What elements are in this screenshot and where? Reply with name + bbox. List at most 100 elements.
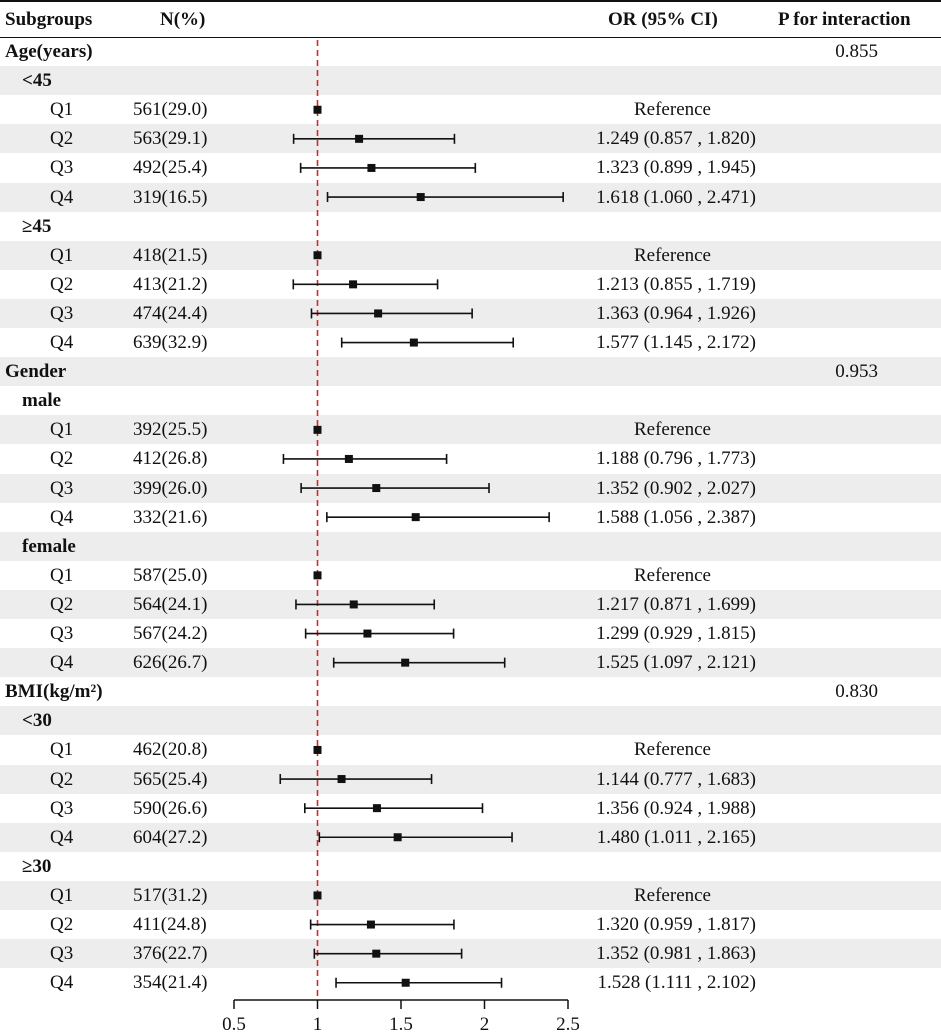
or-point: [372, 484, 381, 493]
row-n-percent: 319(16.5): [133, 186, 208, 208]
row-label: Q3: [50, 797, 74, 819]
row-label: Q2: [50, 273, 74, 295]
row-or-ci: 1.577 (1.145 , 2.172): [596, 332, 756, 353]
row-n-percent: 565(25.4): [133, 768, 208, 790]
table-row: Q3 590(26.6) 1.356 (0.924 , 1.988): [0, 794, 941, 823]
row-or-ci: 1.363 (0.964 , 1.926): [596, 302, 756, 324]
row-label: <30: [22, 710, 52, 732]
table-row: Q4 332(21.6) 1.588 (1.056 , 2.387): [0, 503, 941, 532]
row-or-ci: 1.249 (0.857 , 1.820): [596, 128, 756, 150]
table-header: Subgroups N(%) OR (95% CI) P for interac…: [0, 0, 941, 38]
row-n-percent: 563(29.1): [133, 128, 208, 150]
header-or-ci: OR (95% CI): [608, 9, 718, 30]
row-or-ci: 1.618 (1.060 , 2.471): [596, 186, 756, 208]
table-row: Q1 392(25.5) Reference: [0, 415, 941, 445]
row-n-percent: 564(24.1): [133, 593, 208, 615]
row-or-ci: 1.217 (0.871 , 1.699): [596, 593, 756, 615]
x-tick-label: 2.5: [556, 1014, 580, 1035]
group-row: BMI(kg/m²) 0.830: [0, 677, 941, 706]
row-label: female: [22, 535, 76, 557]
row-label: Q4: [50, 506, 74, 528]
or-point: [313, 425, 322, 434]
or-point: [409, 338, 418, 347]
group-row: Age(years) 0.855: [0, 37, 941, 66]
or-point: [313, 105, 322, 114]
row-n-percent: 354(21.4): [133, 972, 208, 994]
or-point: [372, 804, 381, 813]
subgroup-row: <30: [0, 706, 941, 736]
or-point: [313, 891, 322, 900]
subgroup-row: ≥30: [0, 852, 941, 881]
row-or-ci: 1.528 (1.111 , 2.102): [597, 972, 757, 994]
row-label: Q4: [50, 652, 74, 674]
row-n-percent: 567(24.2): [133, 623, 208, 644]
row-label: Q1: [50, 99, 74, 121]
row-label: <45: [22, 70, 52, 92]
row-label: Q4: [50, 332, 74, 353]
row-p-interaction: 0.953: [835, 361, 878, 383]
row-n-percent: 332(21.6): [133, 506, 208, 528]
row-n-percent: 411(24.8): [133, 914, 207, 935]
subgroup-row: ≥45: [0, 212, 941, 241]
row-or-ci: 1.299 (0.929 , 1.815): [596, 623, 756, 644]
table-row: Q4 604(27.2) 1.480 (1.011 , 2.165): [0, 822, 941, 852]
or-point: [416, 193, 425, 202]
row-n-percent: 590(26.6): [133, 797, 208, 819]
subgroup-row: female: [0, 531, 941, 561]
row-n-percent: 413(21.2): [133, 273, 208, 295]
table-row: Q1 517(31.2) Reference: [0, 880, 941, 910]
table-row: Q2 563(29.1) 1.249 (0.857 , 1.820): [0, 124, 941, 154]
or-point: [344, 454, 353, 463]
or-point: [313, 571, 322, 580]
or-point: [366, 920, 375, 929]
row-or-ci: 1.144 (0.777 , 1.683): [596, 768, 756, 790]
row-n-percent: 474(24.4): [133, 302, 208, 324]
x-tick-label: 1: [313, 1014, 323, 1035]
row-or-ci: 1.352 (0.981 , 1.863): [596, 943, 756, 965]
or-point: [349, 600, 358, 609]
table-row: Q4 639(32.9) 1.577 (1.145 , 2.172): [0, 328, 941, 357]
row-label: Q2: [50, 128, 74, 150]
table-row: Q3 376(22.7) 1.352 (0.981 , 1.863): [0, 939, 941, 969]
table-row: Q2 564(24.1) 1.217 (0.871 , 1.699): [0, 589, 941, 619]
row-label: BMI(kg/m²): [5, 681, 103, 703]
or-point: [363, 629, 372, 638]
row-or-ci: Reference: [634, 419, 711, 441]
row-or-ci: Reference: [634, 564, 711, 586]
table-row: Q2 565(25.4) 1.144 (0.777 , 1.683): [0, 764, 941, 794]
row-or-ci: 1.213 (0.855 , 1.719): [596, 273, 756, 295]
or-point: [411, 513, 420, 522]
row-or-ci: 1.356 (0.924 , 1.988): [596, 797, 756, 819]
table-row: Q3 567(24.2) 1.299 (0.929 , 1.815): [0, 619, 941, 648]
or-point: [313, 251, 322, 260]
row-label: Q1: [50, 564, 74, 586]
or-point: [393, 833, 402, 842]
row-n-percent: 492(25.4): [133, 157, 208, 179]
row-or-ci: Reference: [634, 99, 711, 121]
row-or-ci: Reference: [634, 739, 711, 761]
row-n-percent: 399(26.0): [133, 477, 208, 499]
row-or-ci: 1.320 (0.959 , 1.817): [596, 914, 756, 935]
row-label: Gender: [5, 361, 67, 383]
table-row: Q1 462(20.8) Reference: [0, 735, 941, 764]
or-point: [349, 280, 358, 289]
group-row: Gender 0.953: [0, 357, 941, 387]
row-label: ≥45: [22, 215, 52, 237]
row-label: Q2: [50, 448, 74, 470]
row-label: Q2: [50, 593, 74, 615]
row-label: Q3: [50, 943, 74, 965]
row-label: Q1: [50, 884, 74, 906]
row-label: Q1: [50, 244, 74, 266]
row-or-ci: 1.525 (1.097 , 2.121): [596, 652, 756, 674]
row-n-percent: 392(25.5): [133, 419, 208, 441]
x-tick-label: 1.5: [389, 1014, 413, 1035]
row-or-ci: Reference: [634, 884, 711, 906]
row-or-ci: 1.188 (0.796 , 1.773): [596, 448, 756, 470]
x-tick-label: 0.5: [222, 1014, 246, 1035]
row-n-percent: 376(22.7): [133, 943, 208, 965]
header-n-percent: N(%): [160, 9, 206, 30]
table-row: Q1 587(25.0) Reference: [0, 561, 941, 590]
row-or-ci: 1.352 (0.902 , 2.027): [596, 477, 756, 499]
row-or-ci: Reference: [634, 244, 711, 266]
